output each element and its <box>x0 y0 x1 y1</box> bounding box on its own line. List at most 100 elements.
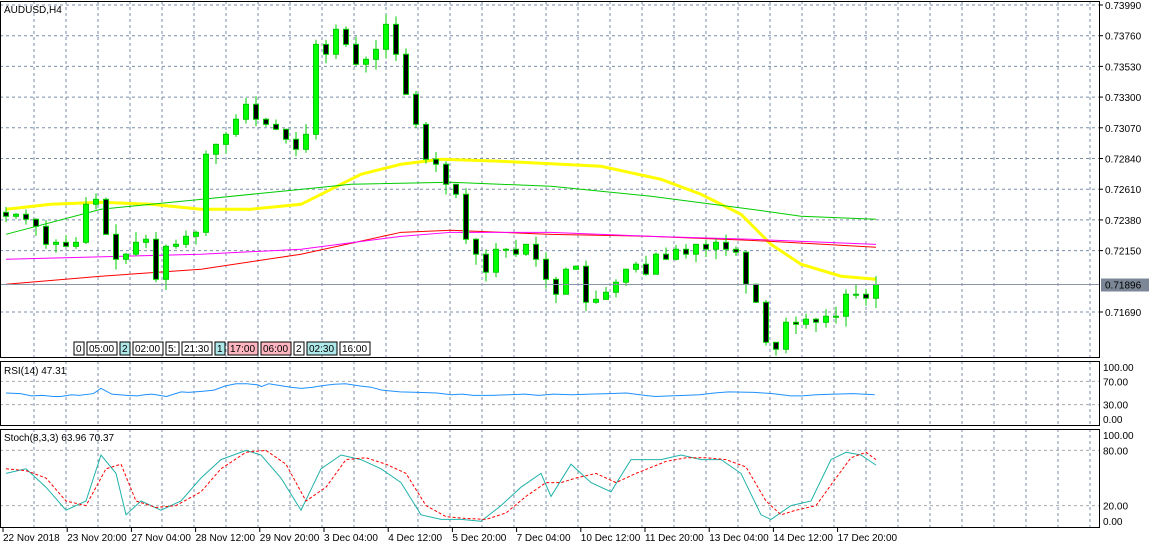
chart-title: AUDUSD,H4 <box>4 5 62 16</box>
candle-body <box>433 158 439 165</box>
candle-body <box>123 253 129 260</box>
session-label: 06:00 <box>263 344 288 355</box>
session-label: 05:00 <box>89 344 114 355</box>
candle-body <box>713 241 719 250</box>
sto-line <box>5 449 877 520</box>
candle-body <box>763 301 769 343</box>
candle-body <box>753 283 759 303</box>
price-tick-label: 0.73530 <box>1105 62 1142 73</box>
candle-body <box>613 281 619 293</box>
candle-body <box>863 293 869 299</box>
candle-body <box>243 103 249 120</box>
candle-body <box>463 193 469 240</box>
session-label: 2 <box>296 344 302 355</box>
session-box-frame <box>132 341 164 356</box>
candle-body <box>723 241 729 250</box>
candle-body <box>643 263 649 275</box>
time-tick-label: 13 Dec 04:00 <box>709 533 769 544</box>
candle-body <box>303 133 309 150</box>
candle-body <box>823 315 829 323</box>
time-tick-label: 5 Dec 20:00 <box>452 533 506 544</box>
session-label: 17:00 <box>230 344 255 355</box>
session-box: 17:00 <box>227 341 259 356</box>
session-box: 02:30 <box>306 341 338 356</box>
current-price-tag <box>1101 278 1149 292</box>
candle-body <box>383 23 389 50</box>
time-tick-label: 23 Nov 20:00 <box>67 533 127 544</box>
candle-body <box>113 233 119 260</box>
candle-body <box>153 238 159 280</box>
candle-body <box>563 268 569 295</box>
main-border <box>0 1 1100 358</box>
candle-body <box>553 278 559 295</box>
candle-body <box>293 138 299 150</box>
price-tick-label: 0.72840 <box>1105 155 1142 166</box>
time-tick-label: 22 Nov 2018 <box>3 533 60 544</box>
candle-body <box>273 123 279 130</box>
candle-body <box>53 241 59 245</box>
candle-body <box>83 203 89 243</box>
candle-body <box>733 248 739 253</box>
candle-body <box>523 243 529 255</box>
candle-body <box>593 298 599 303</box>
candle-body <box>603 291 609 300</box>
candle-body <box>63 241 69 247</box>
session-box-frame <box>119 341 131 356</box>
candle-body <box>663 253 669 260</box>
candle-body <box>503 248 509 251</box>
time-tick-label: 17 Dec 20:00 <box>838 533 898 544</box>
session-box: 02:00 <box>132 341 164 356</box>
session-box: 1 <box>214 341 226 356</box>
candle-body <box>443 163 449 185</box>
time-tick-label: 4 Dec 12:00 <box>388 533 442 544</box>
candle-body <box>193 231 199 237</box>
session-label: 0 <box>76 344 82 355</box>
stoch-panel[interactable] <box>5 449 877 522</box>
time-tick-label: 28 Nov 12:00 <box>196 533 256 544</box>
indicator-tick-label: 30.00 <box>1103 401 1128 412</box>
candle-body <box>143 238 149 243</box>
candle-body <box>183 235 189 245</box>
candle-body <box>133 241 139 255</box>
candle-body <box>653 253 659 275</box>
candle-body <box>533 243 539 260</box>
candle-body <box>423 123 429 160</box>
candle-body <box>323 43 329 55</box>
price-panel[interactable]: 0 05:00 2 02:00 5: 21:30 1 17:00 06:00 2 02:30 16:0… <box>0 14 1099 356</box>
session-box-frame <box>214 341 226 356</box>
candle-body <box>673 248 679 260</box>
candle-body <box>73 241 79 247</box>
session-label: 21:30 <box>184 344 209 355</box>
time-tick-label: 27 Nov 04:00 <box>131 533 191 544</box>
candle-body <box>263 118 269 125</box>
session-box-frame <box>306 341 338 356</box>
candle-body <box>873 284 879 299</box>
price-tick-label: 0.71690 <box>1105 308 1142 319</box>
session-label: 5: <box>168 344 176 355</box>
session-box-frame <box>73 341 85 356</box>
moving-average-line <box>5 181 877 235</box>
session-box: 16:00 <box>339 341 371 356</box>
price-tick-label: 0.73760 <box>1105 32 1142 43</box>
rsi-title: RSI(14) 47.31 <box>4 366 67 377</box>
session-box-frame <box>181 341 213 356</box>
indicator-tick-label: 20.00 <box>1103 502 1128 513</box>
candle-body <box>493 248 499 273</box>
session-box: 0 <box>73 341 85 356</box>
candle-body <box>843 293 849 317</box>
candle-body <box>343 28 349 45</box>
candle-body <box>473 238 479 255</box>
session-box-frame <box>86 341 118 356</box>
candle-body <box>103 198 109 235</box>
candle-body <box>633 263 639 270</box>
candle-body <box>853 293 859 296</box>
candle-body <box>223 133 229 145</box>
rsi-border <box>0 361 1100 426</box>
candle-body <box>573 265 579 270</box>
session-label: 16:00 <box>342 344 367 355</box>
rsi-panel[interactable] <box>5 383 875 397</box>
session-label: 02:00 <box>135 344 160 355</box>
